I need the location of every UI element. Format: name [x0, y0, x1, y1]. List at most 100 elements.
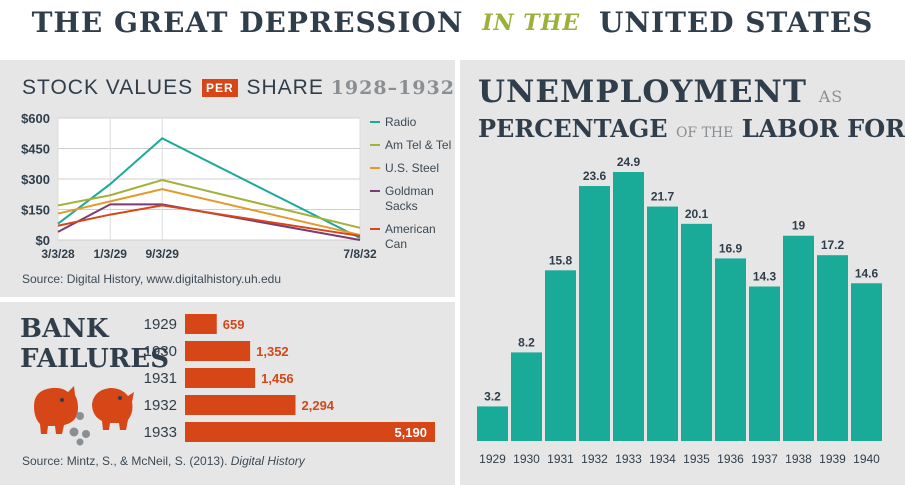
stock-xtick-label: 7/8/32 — [343, 247, 377, 261]
bank-year-label: 1929 — [144, 316, 177, 333]
unemployment-year-label: 1938 — [785, 452, 812, 466]
unemployment-value-label: 23.6 — [583, 169, 607, 183]
unemployment-value-label: 20.1 — [685, 207, 709, 221]
main-title: THE GREAT DEPRESSION IN THE UNITED STATE… — [0, 6, 905, 39]
unemployment-year-label: 1937 — [751, 452, 778, 466]
unemployment-bar — [817, 255, 848, 441]
unemployment-value-label: 14.3 — [753, 270, 777, 284]
legend-label: American — [385, 222, 436, 236]
stock-ytick-label: $600 — [21, 111, 50, 126]
stock-ytick-label: $150 — [21, 203, 50, 218]
unemployment-year-label: 1939 — [819, 452, 846, 466]
bank-source-prefix: Source: Mintz, S., & McNeil, S. (2013). — [22, 454, 228, 468]
bank-title-line2: FAILURES — [20, 344, 170, 374]
piggy-bank-icon — [34, 386, 134, 446]
bank-bar — [185, 368, 256, 388]
stock-series-line — [57, 188, 361, 236]
stock-title-per: PER — [201, 79, 238, 98]
legend-label: Sacks — [385, 199, 418, 213]
unemployment-value-label: 21.7 — [651, 190, 675, 204]
unemployment-bar — [511, 352, 542, 441]
unemployment-year-label: 1930 — [513, 452, 540, 466]
unemployment-bar — [783, 235, 814, 441]
bank-value-label: 5,190 — [394, 425, 427, 440]
bank-year-label: 1932 — [144, 397, 177, 414]
unemployment-year-label: 1936 — [717, 452, 744, 466]
stock-xtick-label: 3/3/28 — [41, 247, 75, 261]
unemployment-year-label: 1933 — [615, 452, 642, 466]
bank-value-label: 2,294 — [302, 398, 335, 413]
unemployment-bar — [545, 270, 576, 441]
bank-year-label: 1933 — [144, 424, 177, 441]
legend-label: Goldman — [385, 184, 434, 198]
stock-series-line — [57, 204, 361, 237]
title-bar: THE GREAT DEPRESSION IN THE UNITED STATE… — [0, 0, 905, 60]
unemployment-bar — [851, 283, 882, 441]
unemployment-title-as: AS — [818, 87, 844, 106]
stock-xtick-label: 1/3/29 — [94, 247, 128, 261]
bank-value-label: 1,352 — [256, 344, 289, 359]
unemployment-value-label: 24.9 — [617, 155, 641, 169]
unemployment-panel: UNEMPLOYMENT AS PERCENTAGE OF THE LABOR … — [460, 60, 905, 485]
unemployment-value-label: 19 — [792, 219, 806, 233]
unemployment-year-label: 1932 — [581, 452, 608, 466]
stock-series-line — [57, 137, 361, 239]
legend-label: Am Tel & Tel — [385, 138, 451, 152]
unemployment-bar — [647, 206, 678, 441]
unemployment-bar — [477, 406, 508, 441]
unemployment-title-pct: PERCENTAGE — [478, 114, 668, 143]
unemployment-title-line2: PERCENTAGE OF THE LABOR FORCE — [478, 114, 905, 143]
unemployment-year-label: 1929 — [479, 452, 506, 466]
unemployment-year-label: 1931 — [547, 452, 574, 466]
unemployment-title-main: UNEMPLOYMENT — [478, 74, 807, 110]
bank-source: Source: Mintz, S., & McNeil, S. (2013). … — [22, 454, 305, 468]
unemployment-value-label: 15.8 — [549, 253, 573, 267]
main-title-right: UNITED STATES — [598, 6, 874, 39]
legend-label: Can — [385, 237, 407, 251]
legend-label: Radio — [385, 115, 417, 129]
stock-source: Source: Digital History, www.digitalhist… — [22, 272, 281, 286]
unemployment-year-label: 1940 — [853, 452, 880, 466]
unemployment-bar — [681, 223, 712, 441]
bank-title: BANK FAILURES — [20, 314, 169, 374]
bank-year-label: 1931 — [144, 370, 177, 387]
stock-series-line — [57, 178, 361, 229]
bank-bar-chart: 1929 659 1930 1,352 1931 1,456 1932 2,294 1933 5,… — [144, 314, 435, 442]
unemployment-value-label: 8.2 — [518, 335, 535, 349]
unemployment-bar — [749, 286, 780, 441]
unemployment-bar — [613, 172, 644, 441]
bank-panel: BANK FAILURES 1929 659 1930 1,352 1931 1,456 1… — [0, 302, 455, 485]
unemployment-value-label: 16.9 — [719, 241, 743, 255]
main-title-mid: IN THE — [482, 10, 581, 36]
bank-bar — [185, 422, 435, 442]
stock-panel: STOCK VALUES PER SHARE 1928–1932 $0 $150 $… — [0, 60, 455, 297]
bank-year-label: 1930 — [144, 343, 177, 360]
unemployment-title-line1: UNEMPLOYMENT AS — [478, 74, 843, 110]
stock-title-b: SHARE — [246, 76, 324, 99]
unemployment-value-label: 14.6 — [855, 266, 879, 280]
bank-bar — [185, 341, 251, 361]
bank-bar — [185, 395, 296, 415]
bank-source-italic: Digital History — [230, 454, 305, 468]
stock-title-years: 1928–1932 — [330, 77, 455, 99]
bank-value-label: 659 — [223, 317, 245, 332]
stock-ytick-label: $300 — [21, 172, 50, 187]
unemployment-year-label: 1935 — [683, 452, 710, 466]
stock-ytick-label: $0 — [36, 233, 50, 248]
stock-ytick-label: $450 — [21, 142, 50, 157]
unemployment-year-label: 1934 — [649, 452, 676, 466]
stock-line-chart: $0 $150 $300 $450 $600 3/3/28 1/3/29 9/3/29 7/8/… — [21, 111, 451, 261]
stock-chart-title: STOCK VALUES PER SHARE 1928–1932 — [22, 76, 455, 100]
unemployment-title-of-the: OF THE — [675, 125, 734, 141]
bank-bar — [185, 314, 217, 334]
unemployment-bar-chart: 3.2 1929 8.2 1930 15.8 1931 23.6 1932 24.9 1933 21… — [477, 155, 882, 466]
stock-series-line — [57, 203, 361, 241]
unemployment-value-label: 17.2 — [821, 238, 845, 252]
unemployment-value-label: 3.2 — [484, 389, 501, 403]
stock-xtick-label: 9/3/29 — [146, 247, 180, 261]
unemployment-title-labor: LABOR FORCE — [741, 114, 905, 143]
bank-value-label: 1,456 — [261, 371, 294, 386]
bank-title-line1: BANK — [20, 314, 109, 344]
legend-label: U.S. Steel — [385, 161, 439, 175]
stock-title-a: STOCK VALUES — [22, 76, 194, 99]
